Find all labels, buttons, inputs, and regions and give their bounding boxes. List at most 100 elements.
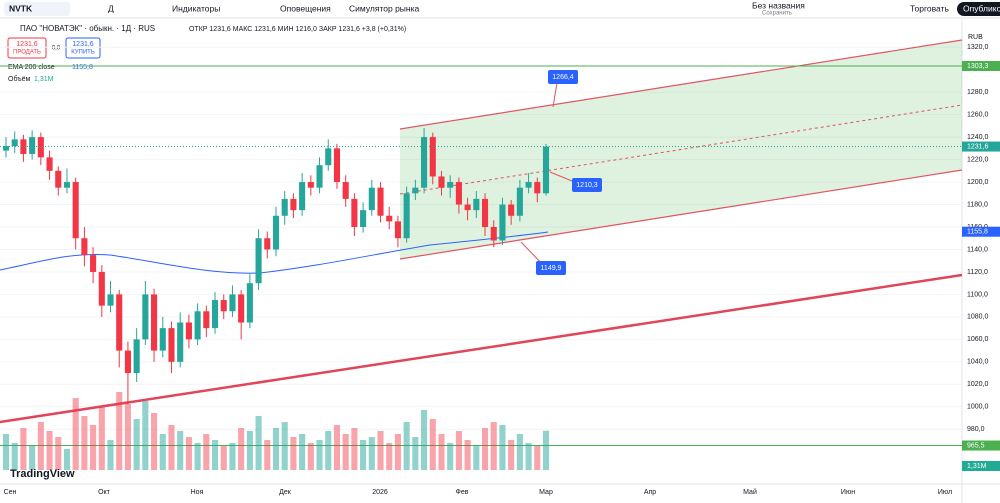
candle-body bbox=[264, 238, 271, 250]
volume-bar bbox=[281, 422, 288, 470]
x-tick-label: Май bbox=[743, 488, 757, 496]
y-tick-label: 1220,0 bbox=[967, 156, 989, 163]
y-tick-label: 1040,0 bbox=[967, 359, 989, 366]
buy-label[interactable]: КУПИТЬ bbox=[71, 50, 95, 56]
level-label: 965,5 bbox=[967, 442, 985, 449]
candle-body bbox=[20, 139, 27, 154]
x-tick-label: Июн bbox=[841, 489, 855, 496]
volume-bar bbox=[255, 416, 262, 470]
sell-button[interactable] bbox=[7, 37, 47, 59]
candle-body bbox=[542, 146, 550, 194]
symbol-search[interactable] bbox=[4, 2, 70, 16]
candle-body bbox=[508, 204, 515, 216]
buy-price[interactable]: 1231,6 bbox=[72, 41, 94, 48]
sell-label[interactable]: ПРОДАТЬ bbox=[13, 50, 41, 56]
volume-bar bbox=[238, 428, 245, 470]
y-tick-label: 1140,0 bbox=[967, 246, 988, 253]
layout-name[interactable]: Без названия bbox=[752, 0, 805, 10]
volume-bar bbox=[490, 422, 497, 470]
candle-body bbox=[438, 176, 445, 188]
publish-button-bg[interactable] bbox=[957, 2, 1000, 16]
volume-bar bbox=[246, 431, 253, 470]
indicators[interactable]: Индикаторы bbox=[172, 3, 220, 13]
volume-bar bbox=[151, 413, 158, 470]
level-label-bg bbox=[962, 60, 1000, 71]
volume-bar bbox=[29, 446, 36, 470]
replay[interactable]: Симулятор рынка bbox=[349, 3, 420, 13]
volume-bar bbox=[325, 431, 332, 470]
volume-bar bbox=[534, 446, 541, 470]
candle-body bbox=[151, 294, 158, 351]
y-tick-label: 1020,0 bbox=[967, 381, 989, 388]
candle-body bbox=[342, 182, 349, 199]
volume-bar bbox=[290, 437, 297, 470]
volume-legend-value: 1,31M bbox=[34, 76, 54, 83]
candle-body bbox=[142, 294, 149, 340]
trend-line bbox=[0, 273, 963, 424]
candle-body bbox=[177, 322, 184, 362]
callout-bg bbox=[536, 261, 566, 275]
candle-body bbox=[455, 182, 462, 205]
trade-button[interactable]: Торговать bbox=[910, 3, 949, 13]
logo: TradingView bbox=[10, 468, 75, 480]
legend: ПАО "НОВАТЭК" · обыкн. · 1Д · RUS ОТКР 1… bbox=[7, 24, 406, 83]
symbol[interactable]: NVTK bbox=[9, 3, 33, 13]
volume-bar bbox=[438, 434, 445, 470]
callout-bg bbox=[548, 70, 578, 84]
volume-bar bbox=[142, 401, 149, 470]
candle-body bbox=[316, 165, 323, 188]
candle-body bbox=[299, 182, 306, 211]
alerts[interactable]: Оповещения bbox=[280, 3, 331, 13]
volume-bar bbox=[55, 437, 62, 470]
y-tick-label: 1180,0 bbox=[967, 201, 988, 208]
volume-bar bbox=[177, 431, 184, 470]
candle-body bbox=[46, 157, 53, 171]
candle-body bbox=[473, 198, 480, 211]
volume-bar bbox=[307, 443, 314, 470]
y-tick-label: 1280,0 bbox=[967, 89, 989, 96]
candle-body bbox=[403, 193, 410, 239]
y-tick-label: 1100,0 bbox=[967, 291, 988, 298]
y-tick-label: 1240,0 bbox=[967, 134, 989, 141]
candle-body bbox=[351, 198, 358, 227]
toolbar: NVTK Д Индикаторы Оповещения Симулятор р… bbox=[0, 0, 1000, 19]
volume-bar bbox=[516, 434, 523, 470]
candle-body bbox=[421, 137, 428, 188]
candle-body bbox=[90, 255, 97, 272]
sell-price[interactable]: 1231,6 bbox=[16, 41, 38, 48]
candle-body bbox=[534, 182, 541, 194]
volume-bar bbox=[168, 425, 175, 470]
volume-bar bbox=[412, 437, 419, 470]
volume-bar bbox=[342, 434, 349, 470]
volume-bar bbox=[116, 392, 123, 470]
candle-body bbox=[37, 137, 44, 158]
volume-bar bbox=[447, 443, 454, 470]
buy-button[interactable] bbox=[65, 37, 101, 59]
toolbar-bg bbox=[0, 0, 1000, 18]
interval[interactable]: Д bbox=[108, 3, 114, 13]
volume-bar bbox=[20, 428, 27, 470]
x-tick-label: Мар bbox=[539, 489, 553, 496]
x-tick-label: Апр bbox=[644, 489, 656, 496]
publish-button[interactable]: Опубликовать bbox=[963, 3, 1000, 13]
volume-axis-label: 1,31M bbox=[967, 463, 987, 470]
candle-body bbox=[516, 187, 523, 216]
candle-body bbox=[447, 182, 454, 188]
y-tick-label: 1260,0 bbox=[967, 111, 989, 118]
candle-body bbox=[525, 182, 532, 188]
volume-bar bbox=[185, 437, 192, 470]
level-label-bg bbox=[962, 440, 1000, 451]
candle-body bbox=[203, 311, 210, 329]
volume-bar bbox=[229, 443, 236, 470]
volume-bar bbox=[316, 440, 323, 470]
legend-ohlc: ОТКР 1231,6 МАКС 1231,6 МИН 1216,0 ЗАКР … bbox=[189, 26, 406, 33]
candle-body bbox=[255, 238, 262, 284]
candle-body bbox=[2, 146, 10, 151]
volume-bar bbox=[107, 440, 114, 470]
candle-body bbox=[81, 238, 88, 256]
y-tick-label: 980,0 bbox=[967, 426, 985, 433]
volume-bar bbox=[542, 430, 550, 470]
volume-axis-bg bbox=[962, 461, 1000, 471]
candle-body bbox=[159, 328, 166, 351]
